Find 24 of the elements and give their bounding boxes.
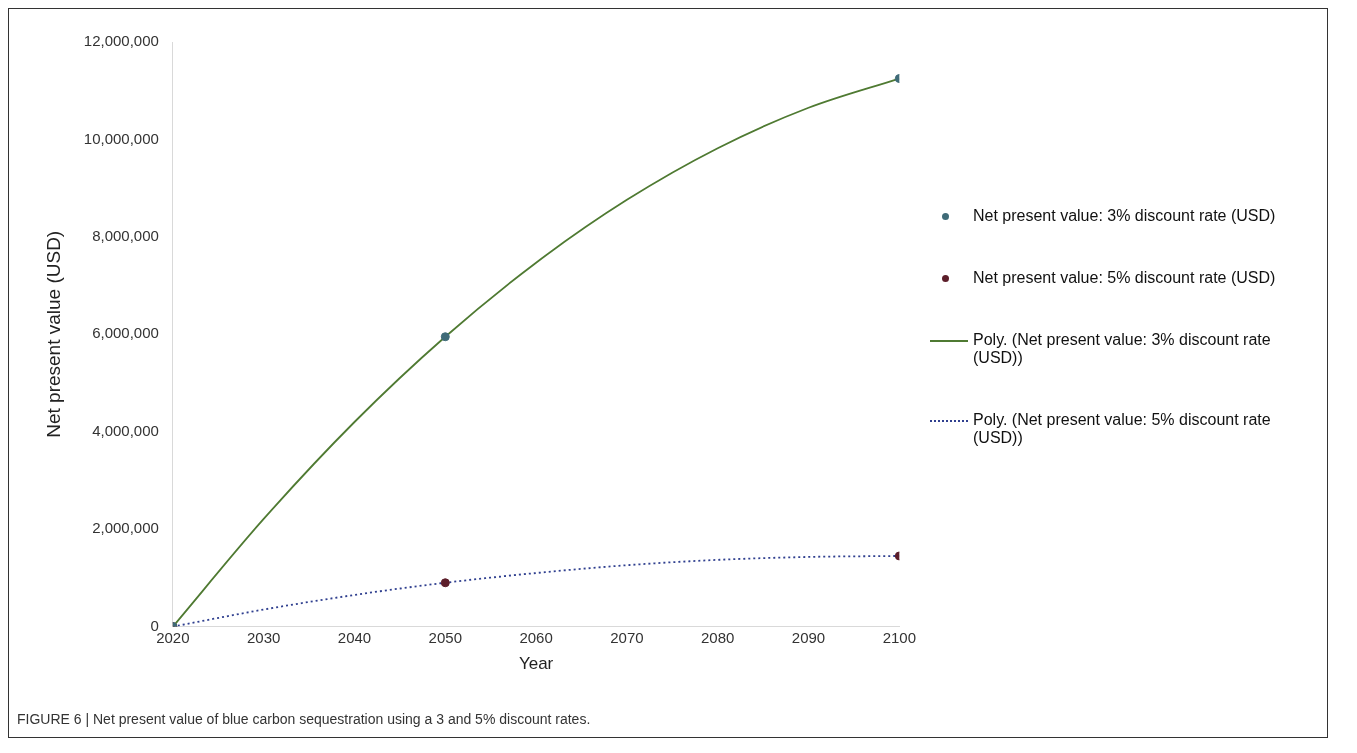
x-axis-title: Year	[518, 654, 554, 674]
point	[440, 578, 450, 588]
y-tick-label: 12,000,000	[83, 32, 159, 50]
y-tick-label: 2,000,000	[92, 519, 159, 537]
caption: FIGURE 6 | Net present value of blue carbon sequestration using a 3 and 5% discount rates.	[17, 711, 591, 727]
legend-label: Net present value: 5% discount rate (USD)	[973, 269, 1277, 287]
point	[440, 332, 450, 342]
x-tick-label: 2100	[882, 628, 916, 646]
y-axis-title: Net present value (USD)	[42, 230, 64, 438]
legend-label: Poly. (Net present value: 5% discount rate (USD))	[973, 411, 1272, 447]
x-tick-label: 2040	[337, 628, 372, 646]
legend-label: Net present value: 3% discount rate (USD)	[973, 207, 1277, 225]
x-tick-label: 2050	[428, 628, 462, 646]
legend-label: Poly. (Net present value: 3% discount rate (USD))	[973, 331, 1272, 367]
y-tick-label: 4,000,000	[92, 421, 159, 439]
x-tick-label: 2080	[701, 628, 735, 646]
x-tick-label: 2090	[791, 628, 826, 646]
y-tick-label: 8,000,000	[92, 227, 159, 245]
y-tick-label: 10,000,000	[83, 129, 159, 147]
x-tick-label: 2030	[246, 628, 281, 646]
y-tick-label: 0	[150, 616, 159, 634]
y-tick-label: 6,000,000	[92, 324, 159, 342]
x-tick-label: 2060	[519, 628, 553, 646]
x-tick-label: 2070	[610, 628, 644, 646]
